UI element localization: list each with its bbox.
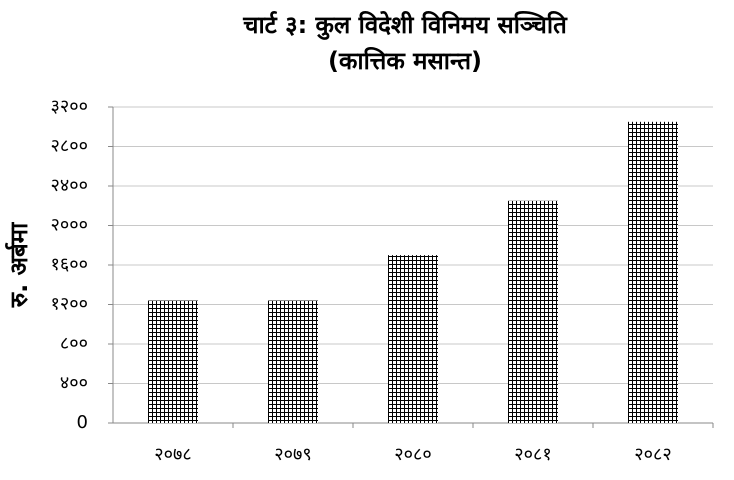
chart-title: चार्ट ३: कुल विदेशी विनिमय सञ्चिति [242, 11, 568, 40]
x-tick-label: २०७९ [274, 444, 311, 465]
x-tick-label: २०७८ [154, 444, 191, 465]
x-tick-label: २०८० [394, 444, 431, 465]
bar [388, 255, 438, 423]
chart-subtitle: (कात्तिक मसान्त) [328, 47, 482, 75]
y-tick-label: २८०० [51, 136, 88, 157]
y-tick-label: ३२०० [51, 96, 88, 117]
y-axis-label: रु. अर्बमा [5, 222, 33, 308]
y-tick-label: ४०० [60, 373, 88, 394]
y-tick-label: २४०० [51, 175, 88, 196]
bar [628, 121, 678, 423]
y-tick-label: २००० [51, 215, 88, 236]
bar [148, 300, 198, 423]
y-tick-label: १६०० [51, 254, 88, 275]
y-tick-label: १२०० [51, 294, 88, 315]
y-tick-label: ८०० [60, 333, 88, 354]
x-tick-label: २०८१ [514, 444, 551, 465]
bar [268, 300, 318, 423]
x-tick-label: २०८२ [634, 444, 671, 465]
bar [508, 200, 558, 423]
y-tick-label: 0 [77, 412, 88, 433]
